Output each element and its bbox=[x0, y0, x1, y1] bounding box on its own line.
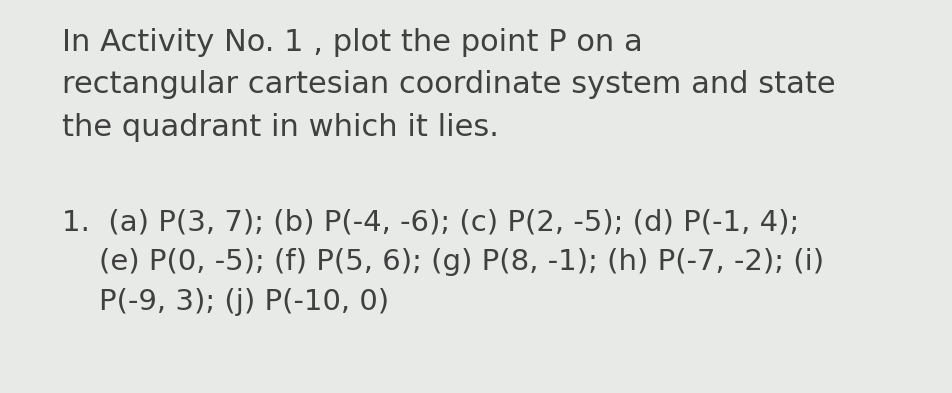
Text: 1.  (a) P(3, 7); (b) P(-4, -6); (c) P(2, -5); (d) P(-1, 4);
    (e) P(0, -5); (f: 1. (a) P(3, 7); (b) P(-4, -6); (c) P(2, … bbox=[62, 208, 824, 316]
Text: In Activity No. 1 , plot the point P on a
rectangular cartesian coordinate syste: In Activity No. 1 , plot the point P on … bbox=[62, 28, 836, 142]
